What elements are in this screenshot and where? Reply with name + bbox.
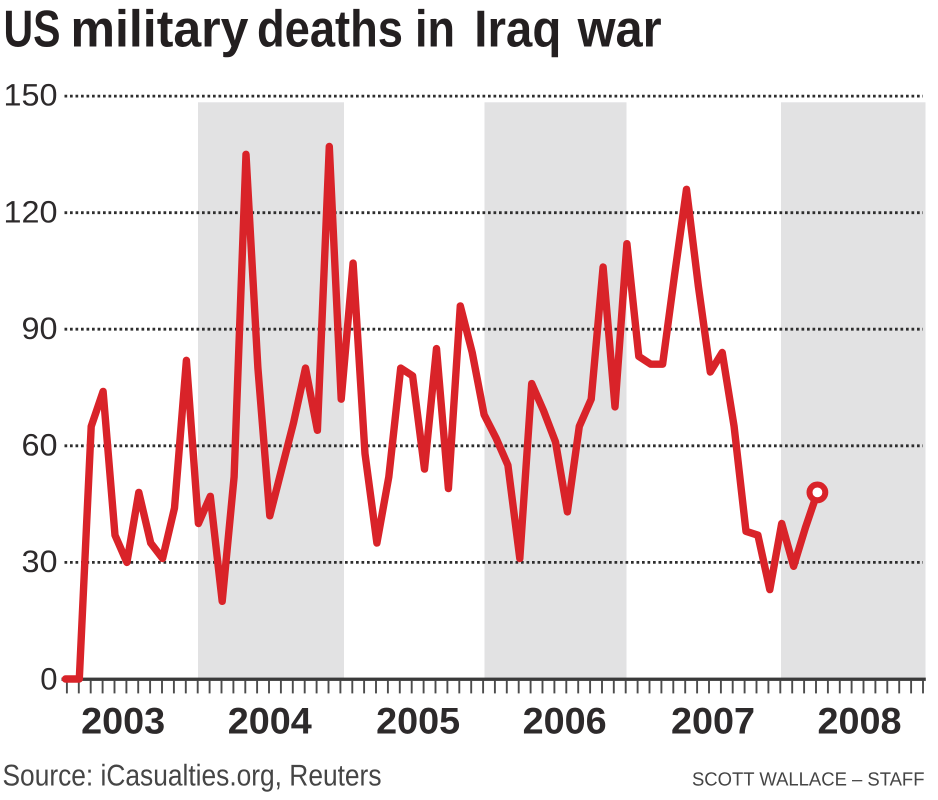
svg-text:in: in bbox=[415, 1, 455, 59]
svg-text:2006: 2006 bbox=[523, 701, 607, 742]
svg-text:30: 30 bbox=[22, 544, 58, 579]
svg-text:2005: 2005 bbox=[376, 701, 460, 742]
svg-text:120: 120 bbox=[4, 194, 58, 229]
svg-text:Source: iCasualties.org, Reute: Source: iCasualties.org, Reuters bbox=[3, 760, 382, 793]
svg-text:war: war bbox=[577, 1, 662, 59]
svg-text:SCOTT WALLACE – STAFF: SCOTT WALLACE – STAFF bbox=[692, 770, 925, 791]
svg-text:military: military bbox=[71, 1, 249, 59]
svg-text:2004: 2004 bbox=[228, 701, 312, 742]
svg-text:2007: 2007 bbox=[671, 701, 755, 742]
svg-text:0: 0 bbox=[40, 662, 57, 697]
svg-text:90: 90 bbox=[22, 311, 58, 346]
svg-text:2008: 2008 bbox=[818, 701, 902, 742]
svg-text:US: US bbox=[4, 1, 61, 59]
svg-text:deaths: deaths bbox=[257, 1, 403, 59]
svg-text:2003: 2003 bbox=[81, 701, 165, 742]
svg-text:150: 150 bbox=[4, 78, 58, 113]
svg-text:60: 60 bbox=[22, 427, 58, 462]
svg-text:Iraq: Iraq bbox=[474, 1, 561, 59]
